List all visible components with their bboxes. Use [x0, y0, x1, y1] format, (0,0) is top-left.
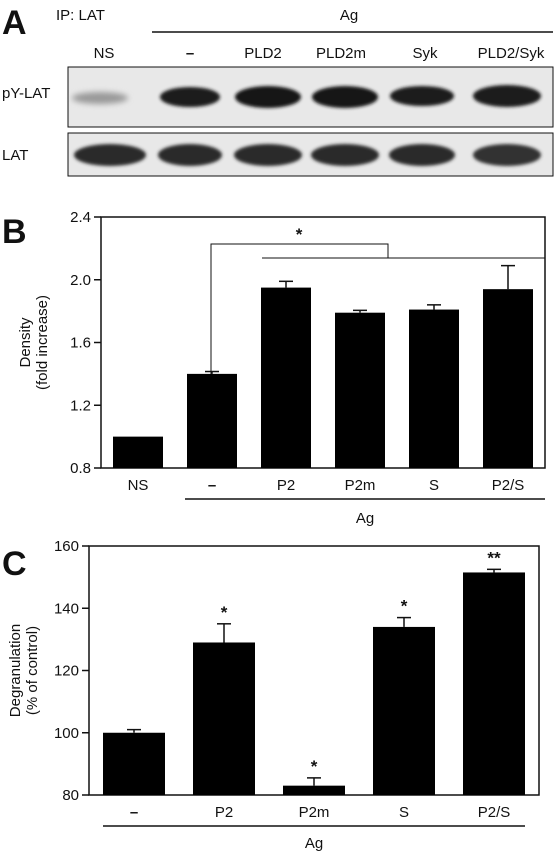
panel-a-letter: A — [2, 4, 27, 42]
chart-c-y-tick-label: 100 — [54, 725, 79, 742]
chart-c-bar — [283, 785, 345, 795]
lane-label-pld2-syk: PLD2/Syk — [478, 45, 545, 62]
chart-b-bar — [261, 287, 311, 468]
blot-label-py-lat: pY-LAT — [2, 85, 50, 102]
panel-b: B 0.8 1.2 1.6 2.0 2.4 Density(fold increase) N… — [2, 209, 546, 527]
chart-b-bar — [409, 309, 459, 468]
lane-label-syk: Syk — [412, 45, 438, 62]
chart-c-y-tick-label: 160 — [54, 538, 79, 555]
lane-label-pld2: PLD2 — [244, 45, 282, 62]
panel-c: C 80 100 120 140 160 Degranulation(% of contr… — [2, 538, 540, 852]
panel-b-significance-star: * — [296, 225, 303, 244]
lane-label-pld2m: PLD2m — [316, 45, 366, 62]
chart-c-bar — [103, 732, 165, 795]
chart-b-y-tick-label: 2.4 — [70, 209, 91, 226]
chart-c-x-tick-label: P2 — [215, 804, 233, 821]
chart-c-x-tick-label: – — [130, 804, 138, 821]
chart-c-bar — [463, 572, 525, 795]
chart-b-bar — [483, 289, 533, 468]
chart-b-y-tick-label: 1.6 — [70, 335, 91, 352]
ip-label: IP: LAT — [56, 7, 105, 24]
chart-b-x-tick-label: P2m — [345, 477, 376, 494]
chart-c-significance-marker: * — [221, 603, 228, 622]
chart-c-y-axis-title: Degranulation(% of control) — [7, 624, 41, 717]
chart-b-y-tick-label: 1.2 — [70, 397, 91, 414]
chart-c-y-tick-label: 120 — [54, 663, 79, 680]
chart-c-x-tick-label: P2/S — [478, 804, 511, 821]
chart-b-x-tick-label: – — [208, 477, 216, 494]
panel-b-significance-bracket: * — [210, 225, 545, 374]
chart-b: 0.8 1.2 1.6 2.0 2.4 Density(fold increase) NS –… — [17, 209, 546, 494]
lane-label-ns: NS — [94, 45, 115, 62]
chart-b-x-tick-label: S — [429, 477, 439, 494]
panel-a-ag-label: Ag — [340, 7, 358, 24]
panel-a: A IP: LAT Ag NS – PLD2 PLD2m Syk PLD2/Sy… — [2, 4, 554, 177]
chart-c-significance-marker: * — [311, 757, 318, 776]
panel-b-ag-label: Ag — [356, 510, 374, 527]
blot-py-lat — [67, 66, 554, 128]
chart-c-bar — [193, 642, 255, 795]
chart-c-y-tick-label: 140 — [54, 600, 79, 617]
chart-c: 80 100 120 140 160 Degranulation(% of control… — [7, 538, 540, 821]
chart-c-bar — [373, 626, 435, 795]
panel-c-letter: C — [2, 545, 27, 583]
chart-b-y-tick-label: 0.8 — [70, 460, 91, 477]
chart-b-y-tick-label: 2.0 — [70, 272, 91, 289]
chart-b-x-tick-label: P2 — [277, 477, 295, 494]
blot-lat — [67, 132, 554, 177]
chart-c-significance-marker: ** — [487, 548, 501, 567]
panel-b-letter: B — [2, 213, 27, 251]
lane-label-control: – — [186, 45, 194, 62]
chart-b-bar — [187, 373, 237, 468]
chart-b-x-tick-label: NS — [128, 477, 149, 494]
chart-c-x-tick-label: P2m — [299, 804, 330, 821]
chart-b-x-tick-label: P2/S — [492, 477, 525, 494]
chart-b-bar — [335, 312, 385, 468]
chart-c-x-tick-label: S — [399, 804, 409, 821]
chart-c-significance-marker: * — [401, 597, 408, 616]
blot-label-lat: LAT — [2, 147, 28, 164]
panel-c-ag-label: Ag — [305, 835, 323, 852]
chart-b-plot-frame — [100, 216, 546, 469]
chart-c-y-tick-label: 80 — [62, 787, 79, 804]
chart-b-y-axis-title: Density(fold increase) — [17, 295, 51, 390]
chart-b-bar — [113, 436, 163, 468]
